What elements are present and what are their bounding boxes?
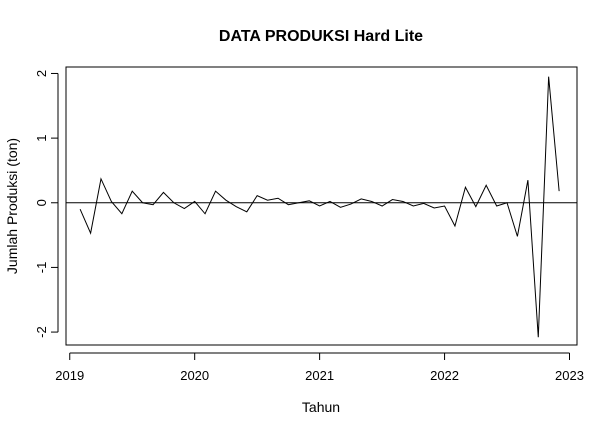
- chart-title: DATA PRODUKSI Hard Lite: [219, 28, 423, 45]
- y-tick-label: 1: [34, 134, 49, 141]
- y-tick-label: -1: [34, 262, 49, 274]
- x-tick-label: 2020: [180, 368, 209, 383]
- y-tick-label: -2: [34, 326, 49, 338]
- plot-frame: [65, 66, 578, 346]
- axes: 2019 2020 2021 2022 2023 -2 -1 0 1 2: [34, 70, 584, 383]
- x-tick-label: 2021: [305, 368, 334, 383]
- x-tick-label: 2019: [55, 368, 84, 383]
- series-points: [79, 75, 560, 338]
- y-tick-label: 0: [34, 199, 49, 206]
- x-tick-label: 2023: [555, 368, 584, 383]
- series-line: [79, 76, 560, 338]
- y-axis-label: Jumlah Produksi (ton): [4, 138, 20, 274]
- y-tick-label: 2: [34, 70, 49, 77]
- x-axis-label: Tahun: [302, 399, 340, 415]
- x-tick-label: 2022: [430, 368, 459, 383]
